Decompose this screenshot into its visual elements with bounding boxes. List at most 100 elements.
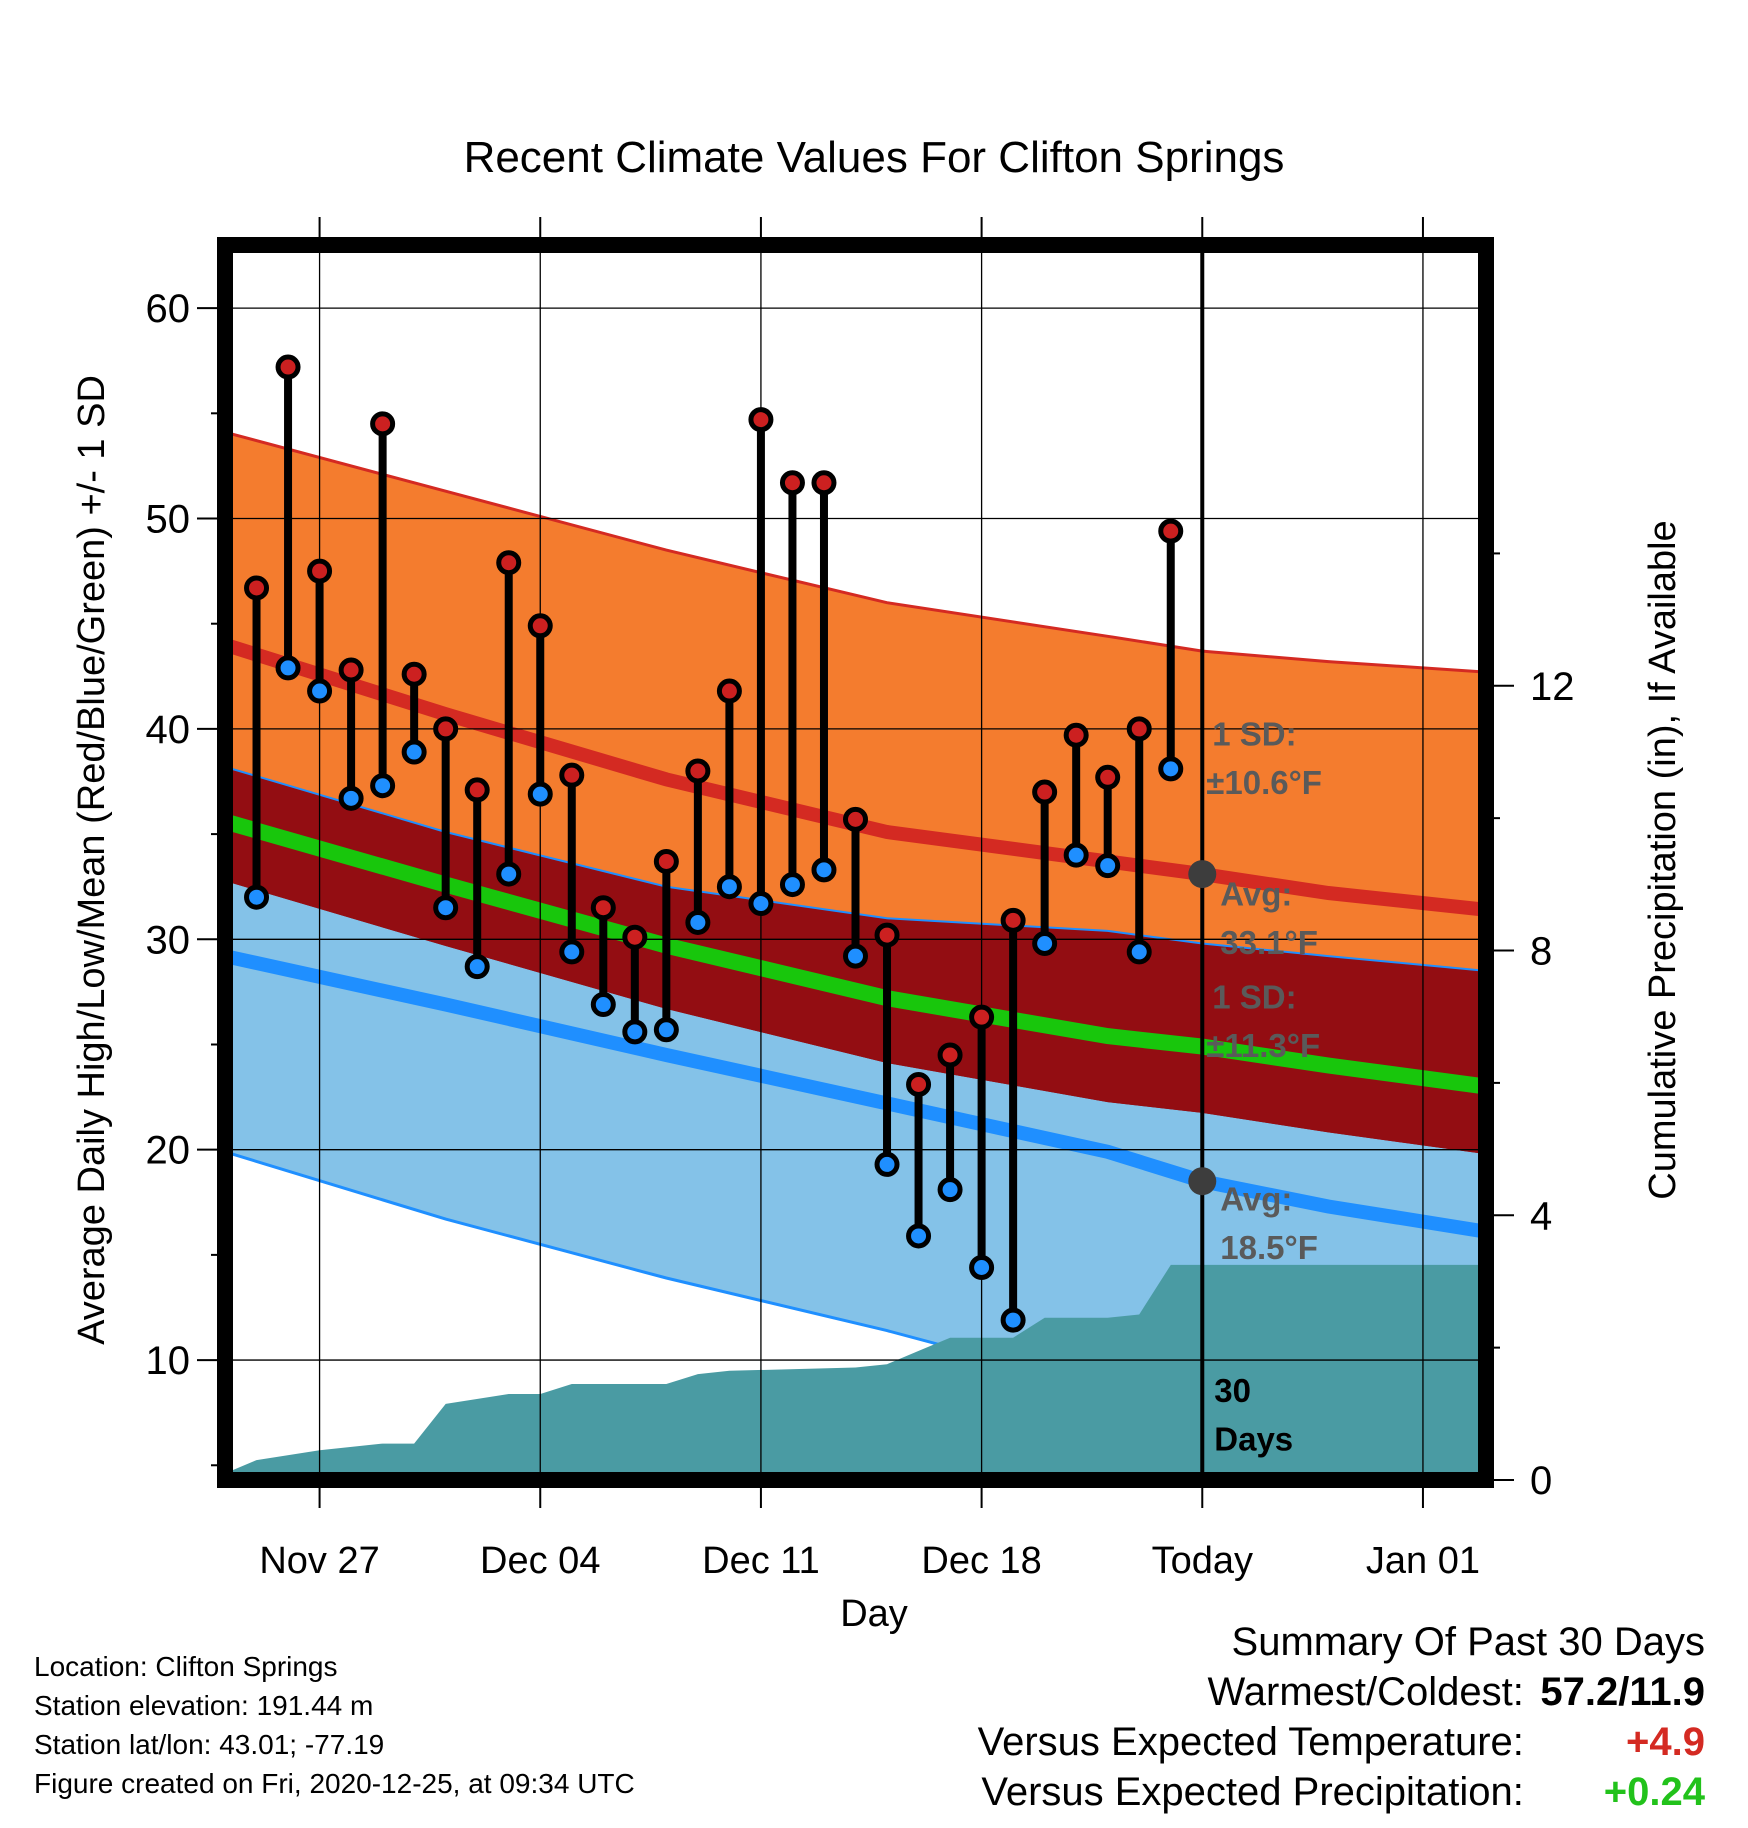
daily-high-point bbox=[969, 1004, 995, 1030]
high-avg-value: 33.1°F bbox=[1220, 924, 1318, 961]
location-text: Location: Clifton Springs bbox=[34, 1651, 338, 1682]
daily-high-point bbox=[1063, 722, 1089, 748]
elevation-text: Station elevation: 191.44 m bbox=[34, 1690, 374, 1721]
daily-low-point bbox=[1032, 931, 1058, 957]
daily-low-point bbox=[464, 954, 490, 980]
daily-high-point bbox=[1032, 779, 1058, 805]
normal-low-line bbox=[225, 949, 1486, 1239]
high-sd-label: 1 SD: bbox=[1212, 716, 1296, 753]
daily-low-point bbox=[811, 857, 837, 883]
x-tick-label: Jan 01 bbox=[1366, 1540, 1480, 1582]
plot-layer: 1 SD: ±10.6°F Avg: 33.1°F 1 SD: ±11.3°F Avg: 18… bbox=[146, 217, 1575, 1582]
summary-panel: Summary Of Past 30 Days Warmest/Coldest:… bbox=[978, 1617, 1705, 1817]
y2-tick-label: 4 bbox=[1530, 1194, 1552, 1238]
daily-high-point bbox=[906, 1071, 932, 1097]
daily-low-point bbox=[527, 781, 553, 807]
plot-border bbox=[217, 237, 1494, 1488]
daily-high-point bbox=[527, 613, 553, 639]
x-tick-label: Today bbox=[1152, 1540, 1253, 1582]
created-text: Figure created on Fri, 2020-12-25, at 09… bbox=[34, 1768, 635, 1799]
daily-low-point bbox=[338, 785, 364, 811]
y2-tick-label: 12 bbox=[1530, 665, 1575, 709]
y-tick-label: 50 bbox=[146, 498, 191, 542]
daily-high-point bbox=[874, 922, 900, 948]
daily-high-point bbox=[307, 558, 333, 584]
y2-axis-label: Cumulative Precipitation (in), If Availa… bbox=[1642, 520, 1684, 1199]
days-count-number: 30 bbox=[1214, 1372, 1251, 1409]
x-tick-label: Dec 18 bbox=[921, 1540, 1041, 1582]
daily-low-point bbox=[906, 1223, 932, 1249]
daily-low-point bbox=[370, 773, 396, 799]
daily-low-point bbox=[1000, 1307, 1026, 1333]
daily-low-point bbox=[275, 655, 301, 681]
daily-high-point bbox=[811, 470, 837, 496]
normal-mean-line bbox=[225, 813, 1486, 1095]
precip-value: +0.24 bbox=[1603, 1770, 1705, 1814]
high-avg-label: Avg: bbox=[1220, 876, 1292, 913]
daily-low-point bbox=[496, 861, 522, 887]
daily-high-point bbox=[590, 895, 616, 921]
temp-label: Versus Expected Temperature: bbox=[977, 1720, 1524, 1764]
summary-warm-cold: Warmest/Coldest: 57.2/11.9 bbox=[978, 1667, 1706, 1717]
today-low-avg-marker bbox=[1188, 1167, 1217, 1196]
low-avg-label: Avg: bbox=[1220, 1181, 1292, 1218]
daily-low-point bbox=[685, 909, 711, 935]
daily-high-point bbox=[748, 407, 774, 433]
summary-precip: Versus Expected Precipitation: +0.24 bbox=[978, 1767, 1705, 1817]
daily-high-point bbox=[685, 758, 711, 784]
daily-low-point bbox=[622, 1019, 648, 1045]
y2-tick-label: 8 bbox=[1530, 930, 1552, 974]
y-tick-label: 60 bbox=[146, 287, 191, 331]
summary-temp: Versus Expected Temperature: +4.9 bbox=[978, 1717, 1705, 1767]
daily-high-point bbox=[716, 678, 742, 704]
y-axis-label: Average Daily High/Low/Mean (Red/Blue/Gr… bbox=[71, 375, 113, 1345]
daily-low-point bbox=[433, 895, 459, 921]
x-axis-label: Day bbox=[840, 1593, 908, 1635]
daily-high-point bbox=[275, 354, 301, 380]
daily-high-point bbox=[622, 924, 648, 950]
precip-label: Versus Expected Precipitation: bbox=[981, 1770, 1524, 1814]
y-tick-label: 10 bbox=[146, 1339, 191, 1383]
daily-low-point bbox=[559, 939, 585, 965]
daily-low-point bbox=[1095, 853, 1121, 879]
y-tick-label: 20 bbox=[146, 1129, 191, 1173]
daily-low-point bbox=[874, 1151, 900, 1177]
daily-low-point bbox=[653, 1017, 679, 1043]
daily-high-point bbox=[843, 806, 868, 832]
y-tick-label: 30 bbox=[146, 918, 191, 962]
daily-high-point bbox=[370, 411, 396, 437]
daily-low-point bbox=[1126, 939, 1152, 965]
high-sd-value: ±10.6°F bbox=[1206, 764, 1322, 801]
daily-low-point bbox=[748, 891, 774, 917]
x-tick-label: Nov 27 bbox=[259, 1540, 379, 1582]
plot-area bbox=[225, 245, 1486, 1480]
x-tick-label: Dec 04 bbox=[480, 1540, 600, 1582]
daily-low-point bbox=[1158, 756, 1184, 782]
daily-low-point bbox=[843, 943, 868, 969]
daily-low-point bbox=[590, 992, 616, 1018]
daily-high-point bbox=[653, 848, 679, 874]
low-sd-label: 1 SD: bbox=[1212, 979, 1296, 1016]
today-high-avg-marker bbox=[1188, 860, 1217, 889]
daily-low-point bbox=[307, 678, 333, 704]
daily-high-point bbox=[496, 550, 522, 576]
daily-high-point bbox=[1126, 716, 1152, 742]
low-avg-value: 18.5°F bbox=[1220, 1229, 1318, 1266]
station-info: Location: Clifton Springs Station elevat… bbox=[34, 1647, 635, 1803]
high-sd-upper-line bbox=[225, 430, 1486, 674]
daily-high-point bbox=[433, 716, 459, 742]
daily-high-point bbox=[1000, 907, 1026, 933]
daily-high-point bbox=[559, 762, 585, 788]
daily-high-point bbox=[1158, 518, 1184, 544]
daily-low-point bbox=[244, 884, 270, 910]
daily-high-point bbox=[779, 470, 805, 496]
warm-cold-value: 57.2/11.9 bbox=[1540, 1670, 1705, 1714]
low-sd-value: ±11.3°F bbox=[1206, 1027, 1320, 1064]
low-sd-upper-line bbox=[225, 765, 1486, 972]
daily-high-point bbox=[401, 661, 427, 687]
daily-low-point bbox=[937, 1177, 963, 1203]
daily-high-point bbox=[464, 777, 490, 803]
daily-low-point bbox=[716, 874, 742, 900]
daily-high-point bbox=[244, 575, 270, 601]
y2-tick-label: 0 bbox=[1530, 1459, 1552, 1503]
